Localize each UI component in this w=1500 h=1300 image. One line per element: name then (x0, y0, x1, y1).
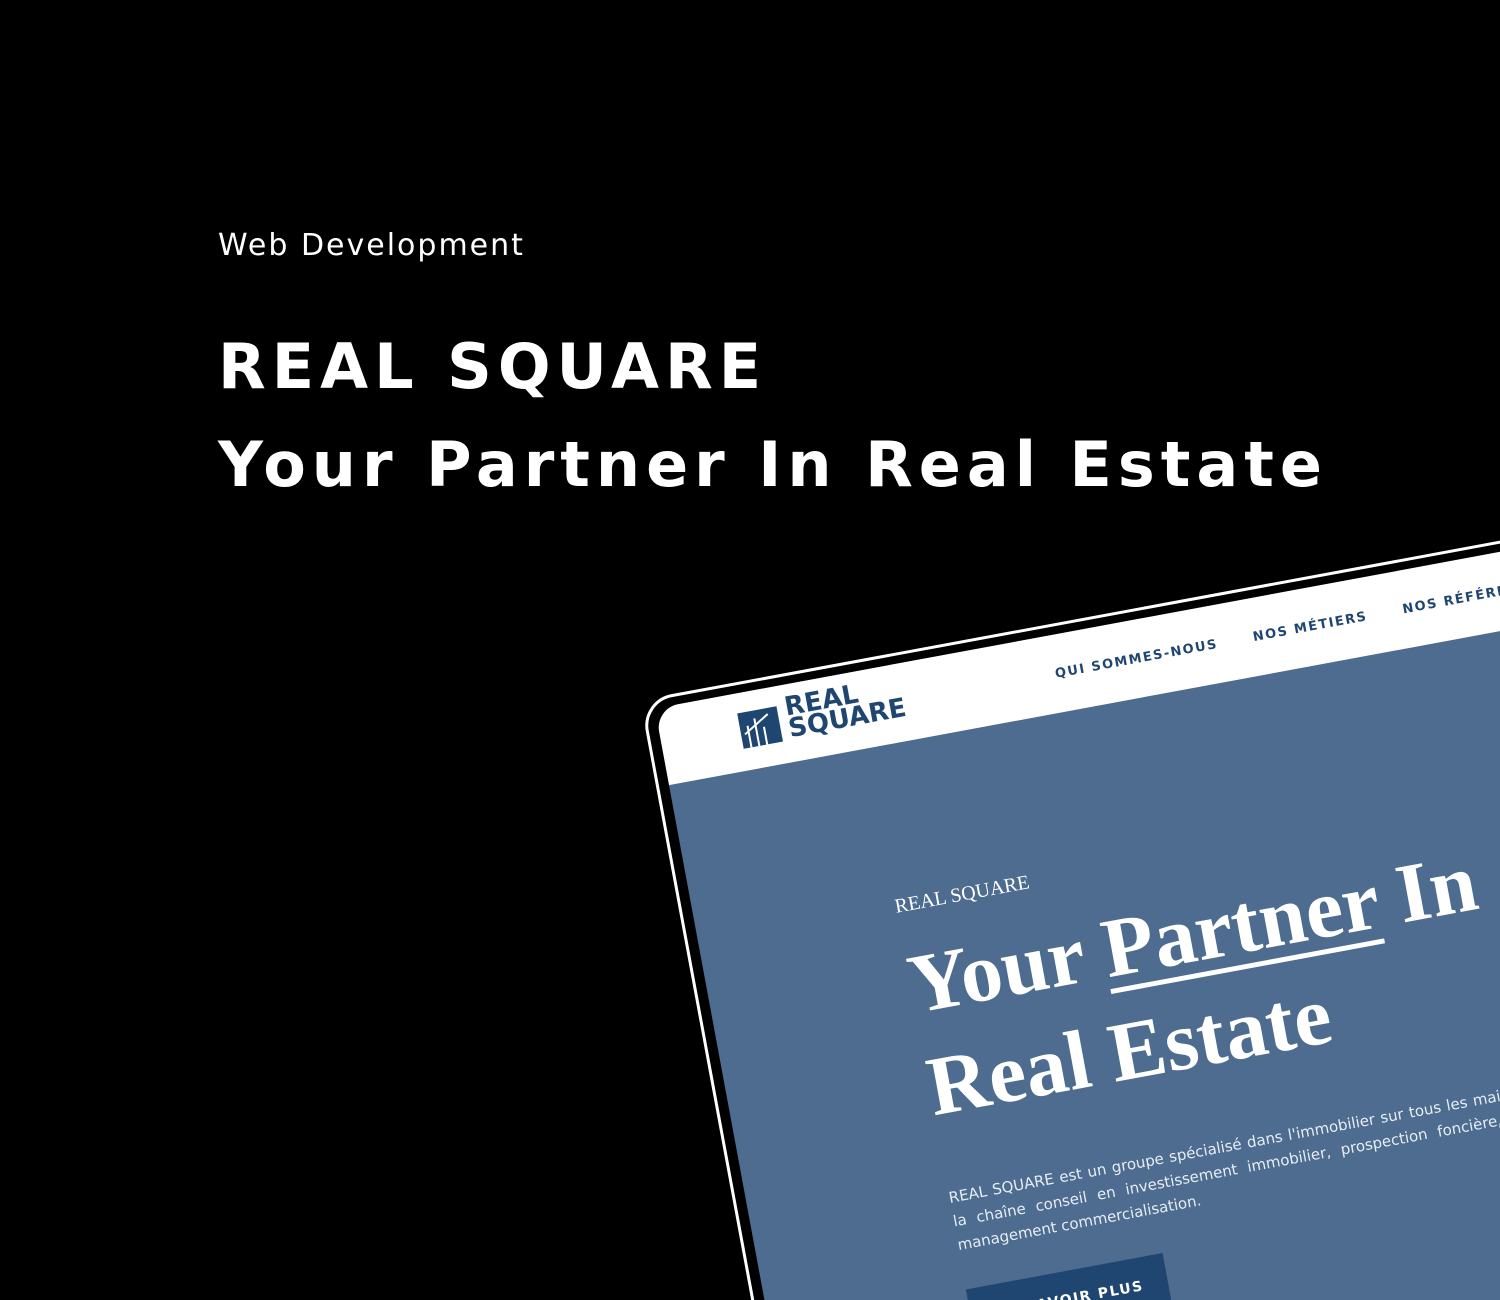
hero-eyebrow: REAL SQUARE (892, 871, 1032, 918)
heading-start: Your (901, 908, 1092, 1032)
cta-button[interactable]: EN SAVOIR PLUS (965, 1253, 1174, 1300)
screen: REAL SQUARE Your Partner In Real Estate … (654, 502, 1500, 1300)
nav-link[interactable]: QUI SOMMES-NOUS (1053, 636, 1220, 682)
nav-link[interactable]: NOS RÉFÉRENCES (1401, 575, 1500, 618)
logo[interactable]: REAL SQUARE (736, 675, 909, 749)
title: REAL SQUARE (218, 330, 768, 403)
logo-icon (737, 706, 783, 749)
logo-text: REAL SQUARE (782, 675, 909, 744)
title-block: REAL SQUARE Your Partner In Real Estate (218, 318, 1328, 514)
device-frame: REAL SQUARE Your Partner In Real Estate … (640, 489, 1500, 1300)
site-header: REAL SQUARE QUI SOMMES-NOUS NOS MÉTIERS NO… (654, 502, 1500, 786)
heading-emphasis: Partner (1094, 853, 1386, 996)
nav-link[interactable]: NOS MÉTIERS (1251, 609, 1369, 646)
subtitle: Your Partner In Real Estate (218, 428, 1328, 501)
category: Web Development (218, 228, 525, 263)
